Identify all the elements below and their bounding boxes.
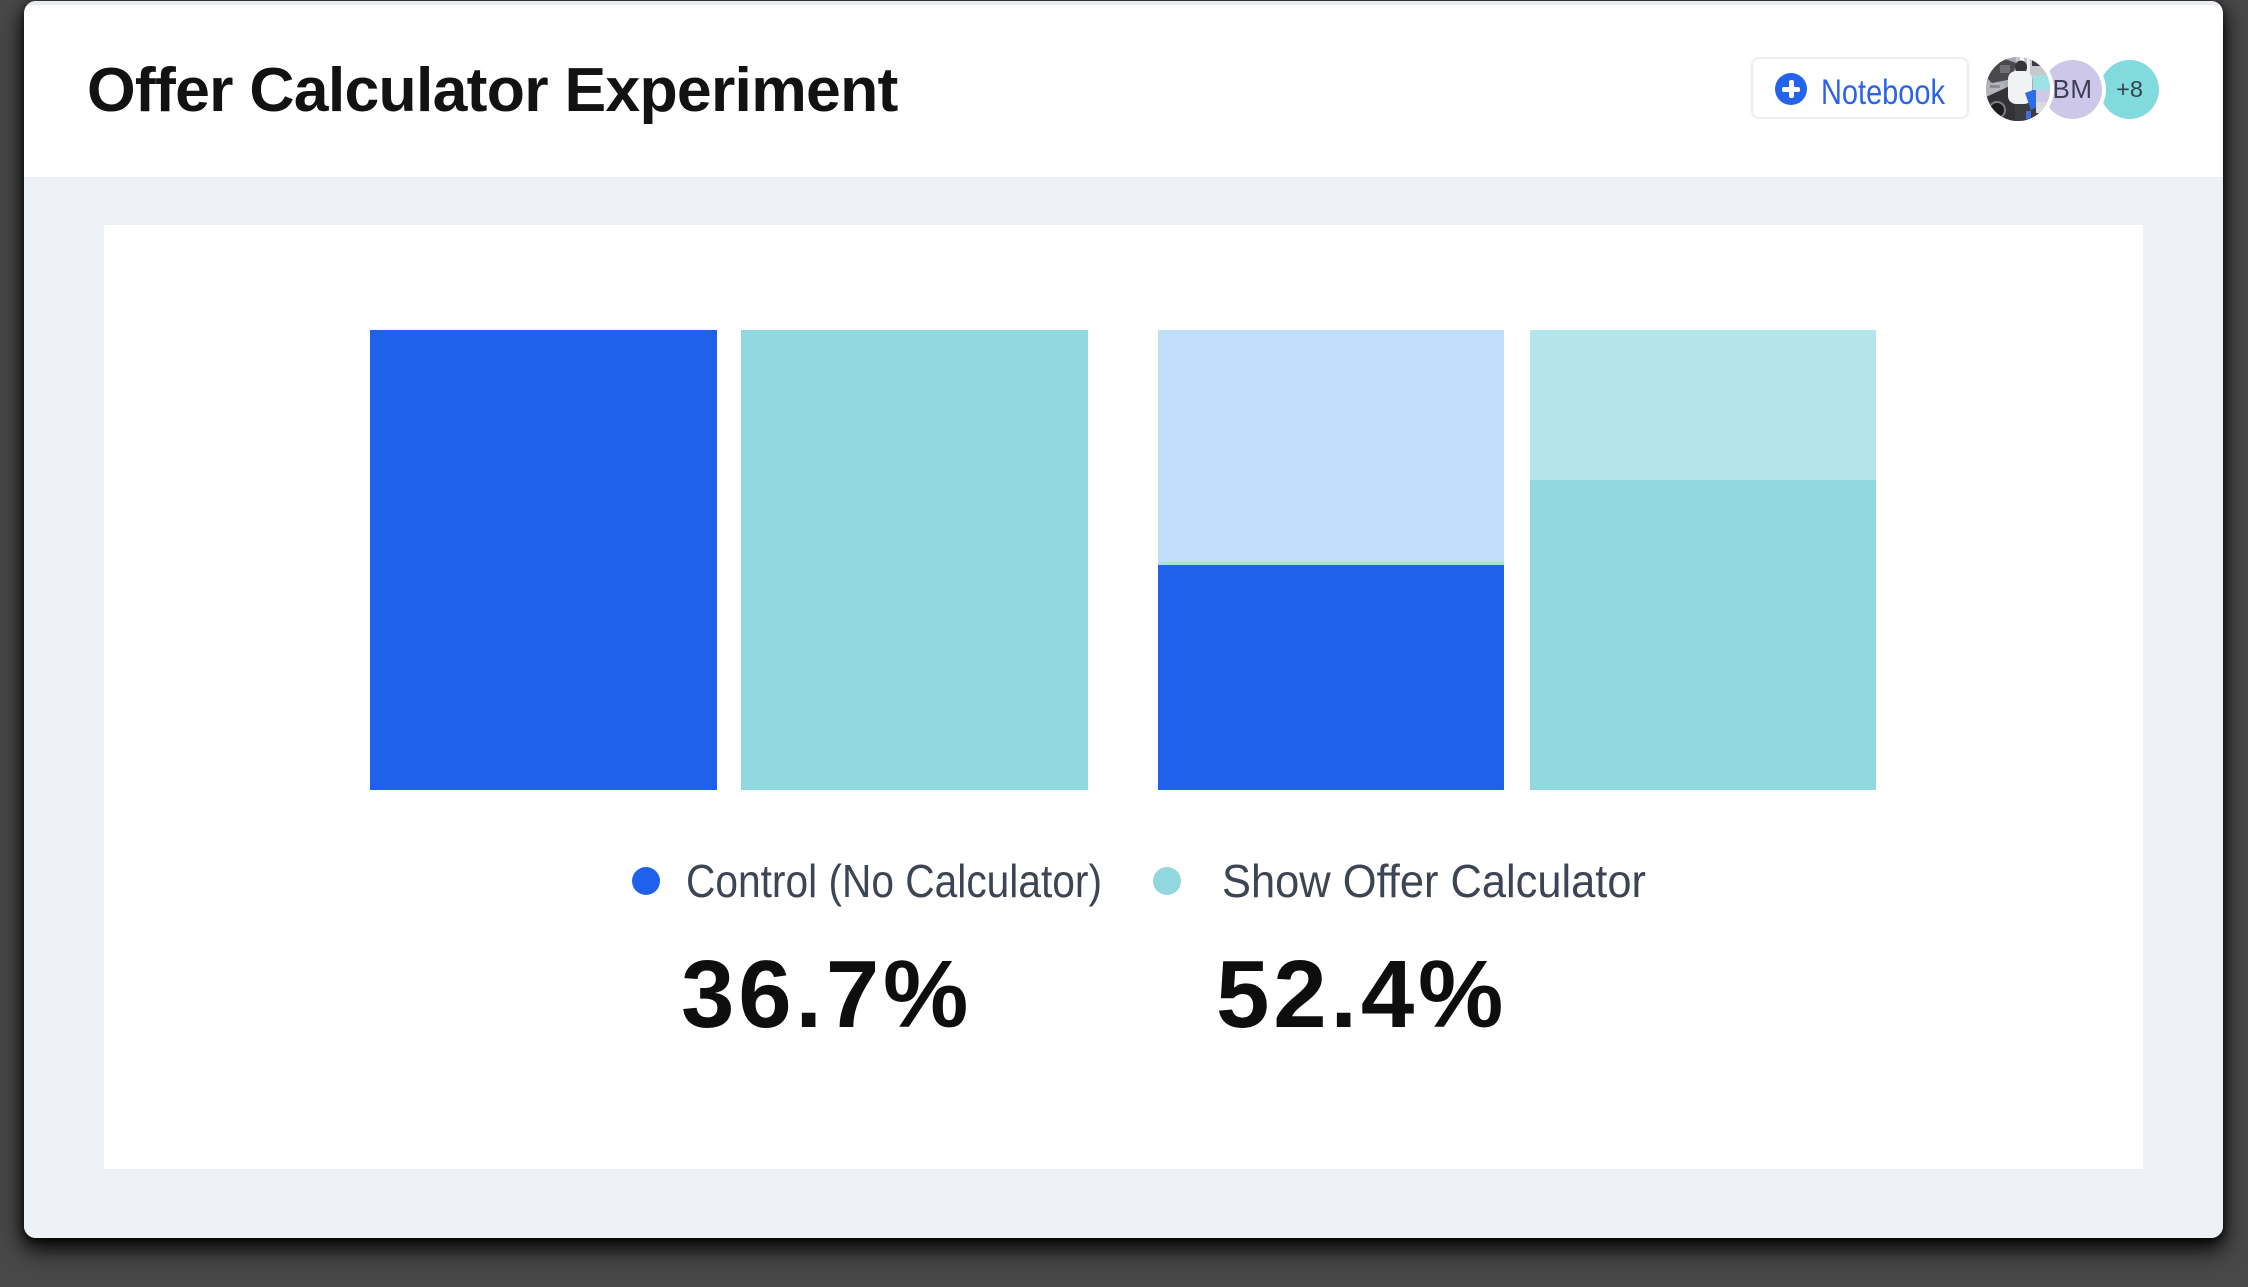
- svg-text:Notebook: Notebook: [1821, 73, 1945, 112]
- svg-text:Control (No Calculator): Control (No Calculator): [686, 855, 1102, 907]
- svg-text:Show Offer Calculator: Show Offer Calculator: [1222, 855, 1646, 907]
